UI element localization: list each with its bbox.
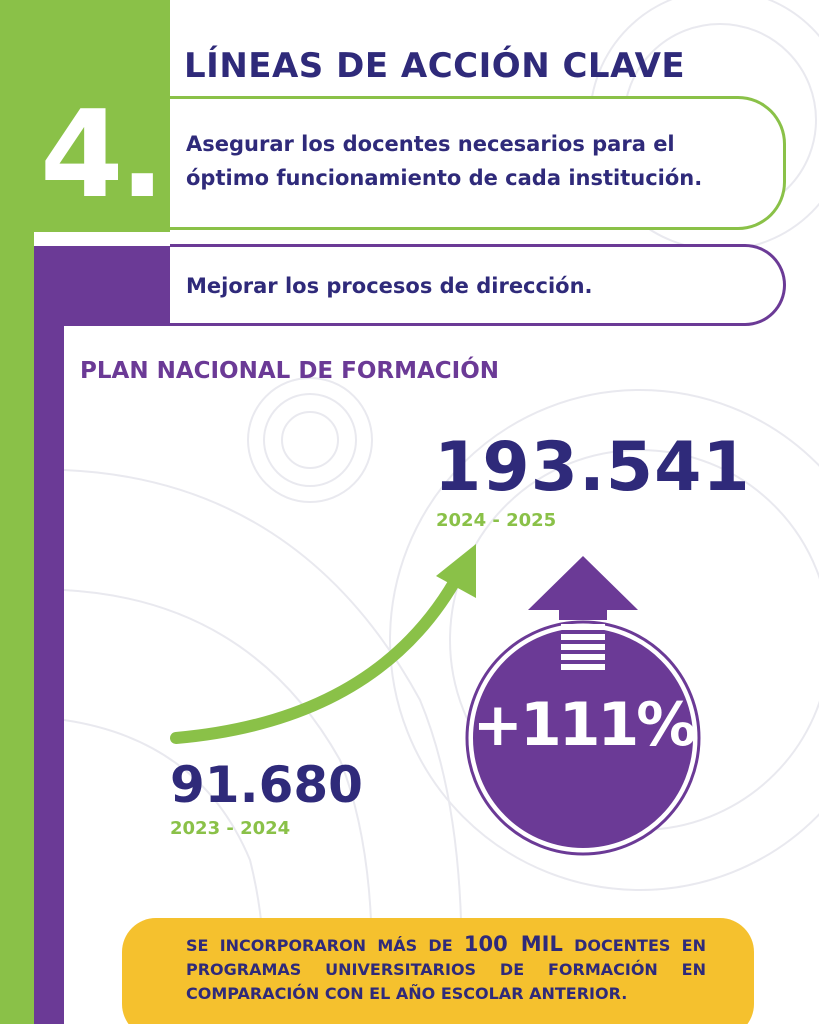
- banner-highlight: 100 MIL: [463, 932, 563, 956]
- section-subtitle: PLAN NACIONAL DE FORMACIÓN: [80, 358, 500, 384]
- previous-value: 91.680: [170, 756, 363, 814]
- previous-period: 2023 - 2024: [170, 818, 291, 839]
- growth-percentage: +111%: [472, 690, 697, 760]
- action-item-1-line-1: Asegurar los docentes necesarios para el: [186, 132, 675, 156]
- banner-text-part-2: DOCENTES EN PROGRAMAS UNIVERSITARIOS DE …: [186, 936, 707, 1003]
- summary-banner-text: SE INCORPORARON MÁS DE 100 MIL DOCENTES …: [186, 932, 706, 1006]
- current-period: 2024 - 2025: [436, 510, 557, 531]
- green-header-block: [0, 0, 170, 232]
- summary-banner: SE INCORPORARON MÁS DE 100 MIL DOCENTES …: [122, 918, 754, 1024]
- current-value: 193.541: [434, 428, 751, 507]
- growth-curve-arrowhead: [436, 544, 476, 598]
- banner-text-part-1: SE INCORPORARON MÁS DE: [186, 936, 464, 955]
- section-number: 4.: [40, 86, 165, 225]
- action-item-1: Asegurar los docentes necesarios para el…: [170, 96, 786, 230]
- green-side-strip: [0, 232, 34, 1024]
- growth-curve-arrow-icon: [170, 566, 466, 744]
- purple-header-block: [34, 246, 170, 326]
- growth-badge-ring: [465, 620, 701, 856]
- action-item-1-text: Asegurar los docentes necesarios para el…: [186, 127, 702, 195]
- action-item-1-line-2: óptimo funcionamiento de cada institució…: [186, 166, 703, 190]
- up-arrow-icon: [528, 556, 638, 670]
- action-item-2-text: Mejorar los procesos de dirección.: [186, 274, 593, 298]
- purple-side-strip: [34, 326, 64, 1024]
- action-item-2: Mejorar los procesos de dirección.: [170, 244, 786, 326]
- page-title: LÍNEAS DE ACCIÓN CLAVE: [184, 46, 686, 86]
